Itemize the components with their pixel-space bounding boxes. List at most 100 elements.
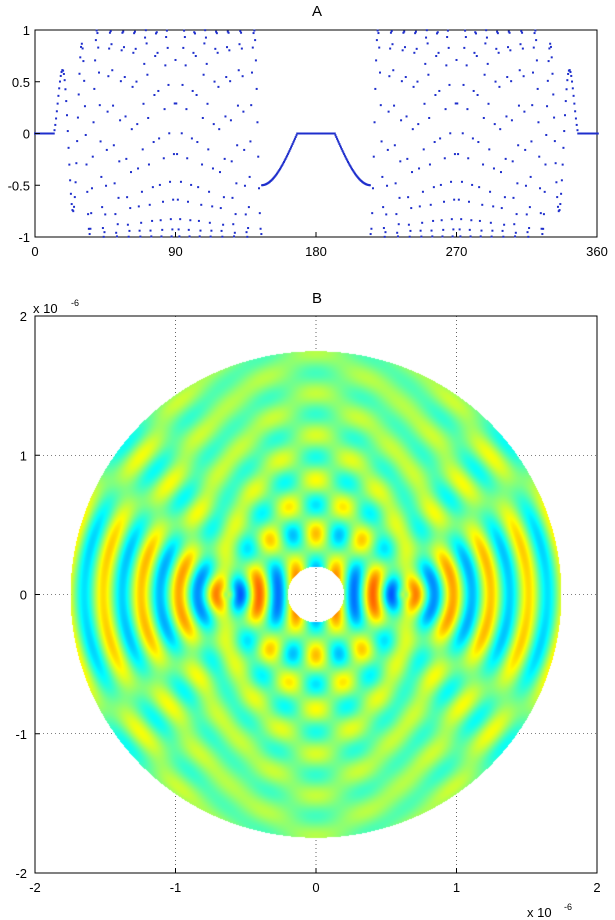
chart-a-point <box>87 227 90 230</box>
chart-a-point <box>216 51 219 54</box>
chart-a-point <box>284 157 287 160</box>
chart-a-point <box>470 219 473 222</box>
chart-a-point <box>131 85 134 88</box>
chart-a-point <box>246 235 249 238</box>
chart-a-point <box>170 235 173 238</box>
chart-a-point <box>462 83 465 86</box>
chart-a-point <box>195 93 198 96</box>
chart-a-point <box>147 116 150 119</box>
chart-a-point <box>57 94 60 97</box>
chart-a-point <box>172 198 175 201</box>
chart-a-point <box>554 162 557 165</box>
chart-a-point <box>507 46 510 49</box>
chart-a-point <box>130 128 133 131</box>
chart-a-point <box>145 42 148 45</box>
chart-a-point <box>79 56 82 59</box>
chart-a-point <box>489 221 492 224</box>
chart-a-point <box>149 229 152 232</box>
chart-a-point <box>401 49 404 52</box>
chart-a-point <box>190 137 193 140</box>
chart-a-point <box>250 104 253 107</box>
chart-a-point <box>176 198 179 201</box>
chart-a-point <box>230 160 233 163</box>
chart-a-point <box>74 181 77 184</box>
chart-a-point <box>389 31 392 34</box>
chart-a-point <box>339 144 342 147</box>
chart-a-point <box>255 87 258 90</box>
chart-a-point <box>352 170 355 173</box>
chart-a-point <box>425 29 428 32</box>
chart-a-point <box>220 229 223 232</box>
chart-a-point <box>85 163 88 166</box>
chart-a-point <box>431 235 434 238</box>
chart-a-point <box>430 229 433 232</box>
chart-a-point <box>132 51 135 54</box>
chart-a-point <box>535 39 538 42</box>
chart-a-point <box>256 121 259 124</box>
chart-a-point <box>438 89 441 92</box>
chart-a-point <box>568 69 571 72</box>
chart-a-point <box>424 62 427 65</box>
chart-a-point <box>161 228 164 231</box>
chart-a-point <box>556 205 559 208</box>
chart-a-point <box>279 166 282 169</box>
chart-b-y-tick-label: 1 <box>20 448 27 463</box>
chart-a-point <box>211 205 214 208</box>
chart-a-point <box>158 137 161 140</box>
chart-a-point <box>121 31 124 34</box>
chart-a-point <box>563 130 566 133</box>
chart-a-point <box>574 110 577 113</box>
chart-a-point <box>343 154 346 157</box>
chart-a-point <box>393 144 396 147</box>
chart-a-point <box>105 148 108 151</box>
chart-a-point <box>240 31 243 34</box>
chart-a-point <box>526 231 529 234</box>
chart-a-point <box>344 156 347 159</box>
chart-a-point <box>499 128 502 131</box>
chart-a-point <box>233 235 236 238</box>
chart-b-heatmap <box>35 316 597 873</box>
chart-a-point <box>239 30 242 33</box>
chart-a-point <box>565 88 568 91</box>
chart-a-point <box>76 140 79 143</box>
chart-a-point <box>502 235 505 238</box>
chart-a-point <box>292 141 295 144</box>
chart-a-point <box>251 46 254 49</box>
chart-a-point <box>205 62 208 65</box>
chart-a-point <box>501 229 504 232</box>
chart-a-point <box>69 192 72 195</box>
chart-a-point <box>336 137 339 140</box>
chart-a-point <box>283 159 286 162</box>
chart-a-point <box>482 116 485 119</box>
chart-a-point <box>55 110 58 113</box>
chart-b-y-exponent-value: -6 <box>71 298 79 308</box>
chart-a-point <box>103 231 106 234</box>
chart-a-point <box>422 148 425 151</box>
chart-a-point <box>108 31 111 34</box>
chart-a-point <box>375 39 378 42</box>
chart-a-point <box>183 36 186 39</box>
chart-a-point <box>215 32 218 35</box>
chart-a-point <box>242 110 245 113</box>
chart-a-point <box>151 219 154 222</box>
chart-a-point <box>447 46 450 49</box>
chart-a-point <box>188 235 191 238</box>
chart-a-point <box>371 212 374 215</box>
chart-a-point <box>392 69 395 72</box>
chart-a-point <box>80 42 83 45</box>
chart-a-point <box>476 93 479 96</box>
chart-a-point <box>555 181 558 184</box>
chart-a-point <box>275 172 278 175</box>
chart-a-point <box>443 200 446 203</box>
chart-a-point <box>546 79 549 82</box>
chart-a-point <box>542 227 545 230</box>
chart-a-point <box>288 149 291 152</box>
chart-a-point <box>571 80 574 83</box>
chart-a-point <box>206 102 209 105</box>
chart-a-point <box>443 157 446 160</box>
chart-a-point <box>506 76 509 79</box>
chart-a-point <box>204 29 207 32</box>
chart-a-point <box>458 228 461 231</box>
chart-a-y-tick-label: -0.5 <box>8 178 30 193</box>
chart-a-point <box>434 93 437 96</box>
